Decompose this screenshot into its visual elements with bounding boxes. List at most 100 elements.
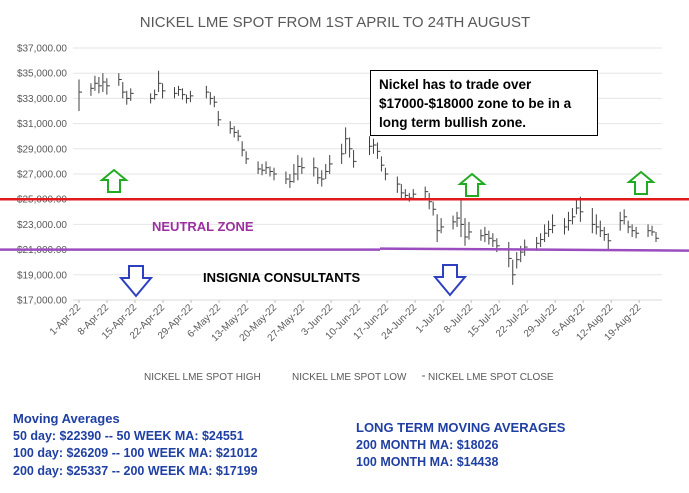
candle (90, 83, 94, 96)
candle (245, 151, 250, 164)
candle (436, 214, 441, 243)
up-arrow-icon (99, 168, 129, 193)
candle (492, 233, 496, 248)
candle (174, 87, 178, 99)
candle (209, 92, 214, 105)
note-line-3: long term bullish zone. (379, 115, 527, 130)
long-term-ma-line-1: 200 MONTH MA: $18026 (356, 437, 499, 452)
candle (460, 199, 465, 237)
candle (317, 167, 321, 185)
candle (106, 78, 110, 95)
candle (229, 121, 234, 134)
candle (452, 215, 457, 230)
candle (384, 167, 389, 181)
candle (257, 161, 262, 174)
candle (189, 90, 194, 103)
candle (591, 208, 596, 234)
candle (372, 138, 377, 154)
candle (552, 214, 556, 234)
candle (162, 83, 166, 99)
candle (468, 221, 472, 240)
candle (579, 196, 584, 222)
y-tick-label: $19,000.00 (17, 270, 67, 281)
x-axis-ticks: 1-Apr-228-Apr-2215-Apr-2222-Apr-2229-Apr… (48, 300, 644, 344)
candle (432, 201, 437, 216)
candle (158, 70, 162, 93)
candle (376, 142, 381, 159)
candle (508, 242, 512, 268)
candle (185, 94, 190, 104)
candle (289, 174, 293, 188)
y-tick-label: $35,000.00 (17, 69, 67, 80)
neutral-zone-label: NEUTRAL ZONE (152, 219, 254, 234)
candle (321, 170, 325, 187)
candle (635, 226, 640, 239)
candle (94, 75, 98, 91)
legend: NICKEL LME SPOT HIGH NICKEL LME SPOT LOW N… (144, 372, 554, 383)
candle (217, 111, 222, 127)
ma-line-2: 100 day: $26209 -- 100 WEEK MA: $21012 (13, 446, 258, 460)
y-tick-label: $33,000.00 (17, 94, 67, 105)
candle (126, 90, 130, 105)
candle (424, 186, 429, 198)
candle (102, 73, 106, 93)
up-arrow-icon (626, 170, 656, 195)
support-line-right (379, 247, 689, 252)
note-line-2: $17000-$18000 zone to be in a (379, 96, 572, 111)
candle (205, 85, 210, 99)
candle (516, 252, 520, 269)
moving-averages-block: Moving Averages 50 day: $22390 -- 50 WEE… (13, 410, 258, 480)
note-line-1: Nickel has to trade over (379, 77, 532, 92)
candle (428, 192, 433, 210)
candle (619, 211, 624, 231)
long-term-ma-line-2: 100 MONTH MA: $14438 (356, 455, 499, 469)
long-term-ma-title: LONG TERM MOVING AVERAGES (356, 420, 566, 435)
candle (647, 224, 652, 237)
candle (563, 218, 568, 235)
candle (213, 95, 218, 108)
ma-line-1: 50 day: $22390 -- 50 WEEK MA: $24551 (13, 428, 244, 443)
long-term-moving-averages-block: LONG TERM MOVING AVERAGES 200 MONTH MA: … (356, 419, 565, 472)
down-arrow-icon (118, 265, 154, 298)
y-tick-label: $29,000.00 (17, 144, 67, 155)
candle (98, 76, 102, 94)
candle (118, 73, 122, 86)
candle (181, 88, 186, 100)
candle (603, 226, 608, 241)
candle (512, 259, 516, 285)
candle (524, 239, 528, 256)
candle (325, 163, 329, 180)
candle (567, 211, 572, 231)
candle (150, 93, 154, 104)
candle (623, 209, 628, 225)
y-tick-label: $37,000.00 (17, 44, 67, 55)
candle (154, 89, 158, 100)
candle (595, 214, 600, 235)
legend-entry: NICKEL LME SPOT HIGH (144, 372, 261, 383)
candle (599, 220, 604, 237)
candle (400, 184, 405, 200)
x-tick-label: 1-Jul-22 (414, 302, 448, 336)
candle (293, 163, 297, 183)
candle (329, 155, 333, 174)
candle (456, 211, 461, 227)
candle (353, 150, 357, 168)
candle (313, 157, 317, 177)
candle (285, 171, 289, 185)
candle (571, 208, 576, 225)
candle (380, 156, 385, 172)
candle (237, 129, 242, 142)
watermark-label: INSIGNIA CONSULTANTS (203, 270, 361, 285)
candle (440, 218, 445, 234)
up-arrow-icon (457, 172, 487, 197)
candle (78, 79, 82, 111)
y-tick-label: $27,000.00 (17, 170, 67, 181)
candle (269, 166, 274, 177)
legend-entry: NICKEL LME SPOT LOW (292, 372, 407, 383)
candle (412, 189, 417, 200)
y-tick-label: $23,000.00 (17, 220, 67, 231)
candle (651, 225, 656, 236)
candle (607, 233, 612, 250)
candle (349, 137, 353, 158)
candle (631, 224, 636, 237)
